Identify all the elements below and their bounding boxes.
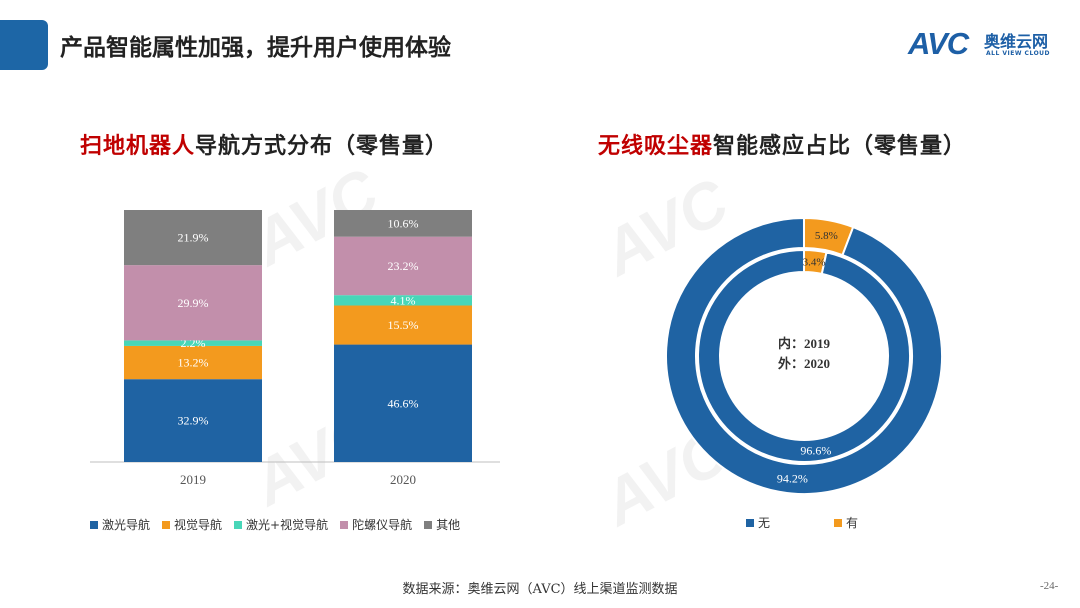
bar-chart-legend: 激光导航 视觉导航 激光+视觉导航 陀螺仪导航 其他 <box>90 516 472 533</box>
legend-label: 激光+视觉导航 <box>246 518 329 532</box>
logo-name-en: ALL VIEW CLOUD <box>986 50 1051 57</box>
donut-center-label: 外：2020 <box>777 356 830 371</box>
bar-data-label: 23.2% <box>388 259 419 273</box>
bar-segment <box>334 210 472 237</box>
bar-data-label: 15.5% <box>388 318 419 332</box>
legend-label: 其他 <box>436 518 461 532</box>
bar-data-label: 29.9% <box>178 296 209 310</box>
bar-segment <box>124 340 262 346</box>
bar-data-label: 13.2% <box>178 356 209 370</box>
data-source-note: 数据来源：奥维云网（AVC）线上渠道监测数据 <box>402 582 678 597</box>
bar-data-label: 21.9% <box>178 231 209 245</box>
legend-item: 视觉导航 <box>162 516 222 533</box>
donut-center-label: 内：2019 <box>778 336 831 351</box>
legend-label: 陀螺仪导航 <box>352 518 413 532</box>
legend-item: 其他 <box>424 516 460 533</box>
legend-swatch <box>162 520 171 529</box>
donut-data-label: 96.6% <box>800 443 831 457</box>
logo-mark: AVC <box>908 26 969 61</box>
x-tick-label: 2020 <box>390 472 416 487</box>
logo-name-cn: 奥维云网 <box>984 32 1049 51</box>
legend-swatch <box>90 520 98 529</box>
x-tick-label: 2019 <box>180 472 206 487</box>
donut-data-label: 3.4% <box>803 257 826 269</box>
legend-item: 激光导航 <box>90 516 150 533</box>
legend-item: 无 <box>746 514 770 531</box>
donut-chart-title: 无线吸尘器智能感应占比（零售量） <box>598 128 966 160</box>
bar-segment <box>334 236 472 296</box>
bar-segment <box>124 379 262 462</box>
bar-segment <box>124 210 262 266</box>
legend-swatch <box>746 518 754 527</box>
bar-segment <box>334 305 472 345</box>
bar-data-label: 4.1% <box>391 293 416 307</box>
bar-data-label: 46.6% <box>388 396 419 410</box>
legend-item: 有 <box>834 514 858 531</box>
legend-label: 有 <box>846 516 859 530</box>
legend-label: 激光导航 <box>102 518 151 532</box>
donut-data-label: 94.2% <box>777 471 808 485</box>
legend-label: 视觉导航 <box>174 518 223 532</box>
stacked-bar-chart: 32.9%13.2%2.2%29.9%21.9%201946.6%15.5%4.… <box>90 210 500 487</box>
donut-data-label: 5.8% <box>815 230 838 242</box>
bar-chart-title: 扫地机器人导航方式分布（零售量） <box>80 128 448 160</box>
donut-chart-legend: 无有 <box>746 514 922 531</box>
legend-item: 陀螺仪导航 <box>340 516 412 533</box>
donut-chart-title-rest: 智能感应占比（零售量） <box>713 133 967 159</box>
legend-swatch <box>424 520 433 529</box>
bar-segment <box>124 265 262 341</box>
bar-data-label: 32.9% <box>178 414 209 428</box>
bar-chart-title-rest: 导航方式分布（零售量） <box>195 133 449 159</box>
legend-swatch <box>234 520 243 529</box>
bar-segment <box>334 344 472 462</box>
donut-chart-title-highlight: 无线吸尘器 <box>598 133 714 159</box>
legend-swatch <box>340 520 349 529</box>
page-title: 产品智能属性加强，提升用户使用体验 <box>60 35 451 61</box>
bar-chart-title-highlight: 扫地机器人 <box>80 133 196 159</box>
avc-logo: AVC 奥维云网 ALL VIEW CLOUD <box>908 26 1068 66</box>
bar-segment <box>124 345 262 380</box>
legend-swatch <box>834 518 843 527</box>
donut-chart: 3.4% 96.6% 5.8% 94.2% 内：2019 外：2020 <box>665 216 943 495</box>
legend-label: 无 <box>758 516 771 530</box>
donut-slice <box>665 216 943 495</box>
page-number: -24- <box>1040 580 1059 592</box>
bar-segment <box>334 295 472 306</box>
donut-slice <box>697 248 911 463</box>
title-accent-bar <box>0 20 48 70</box>
legend-item: 激光+视觉导航 <box>234 516 328 533</box>
bar-data-label: 10.6% <box>388 216 419 230</box>
